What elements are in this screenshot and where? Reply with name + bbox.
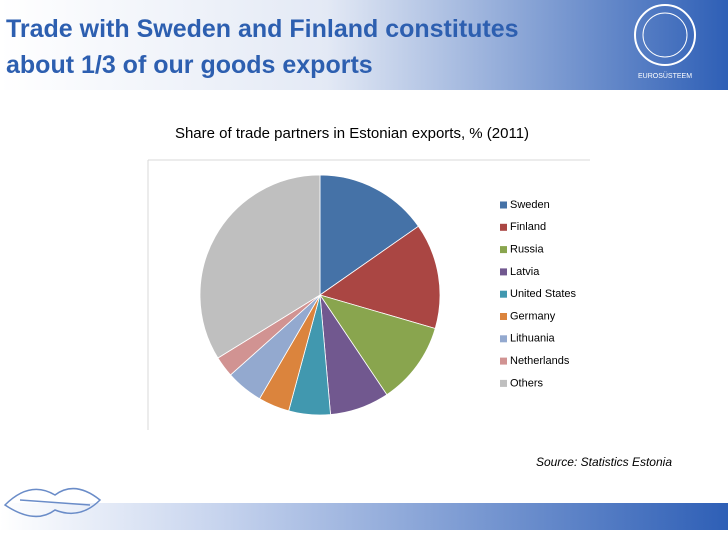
legend-label: Russia	[510, 244, 545, 256]
legend-label: Lithuania	[510, 333, 556, 345]
legend-swatch	[500, 335, 507, 343]
legend-label: Germany	[510, 310, 556, 322]
footer-band	[0, 503, 728, 530]
pie-slice	[319, 294, 436, 396]
source-note: Source: Statistics Estonia	[536, 455, 672, 469]
logo-text: EUROSÜSTEEM	[638, 72, 692, 80]
legend-swatch	[500, 201, 507, 209]
legend-label: United States	[510, 288, 577, 300]
slide-title: about 1/3 of our goods exports	[6, 51, 373, 79]
legend-swatch	[500, 357, 507, 365]
pie-slice	[319, 174, 419, 296]
legend-swatch	[500, 268, 507, 276]
legend-swatch	[500, 313, 507, 320]
legend-swatch	[500, 223, 507, 231]
logo: EUROSÜSTEEM	[634, 4, 696, 80]
header-band	[0, 0, 728, 90]
legend-swatch	[500, 246, 507, 254]
leaf-decoration	[3, 487, 102, 518]
chart-title: Share of trade partners in Estonian expo…	[175, 125, 529, 142]
legend-label: Sweden	[510, 199, 550, 211]
legend-swatch	[500, 290, 507, 298]
pie-slice	[319, 225, 441, 329]
legend-label: Others	[510, 377, 544, 389]
legend-label: Finland	[510, 221, 546, 233]
legend-swatch	[500, 379, 507, 387]
legend-label: Latvia	[510, 266, 540, 278]
pie-slice	[199, 174, 321, 359]
slide-title: Trade with Sweden and Finland constitute…	[6, 15, 519, 43]
chart: Sweden Finland Russia Latvia United States Ge…	[199, 174, 577, 416]
legend-label: Netherlands	[510, 355, 570, 367]
